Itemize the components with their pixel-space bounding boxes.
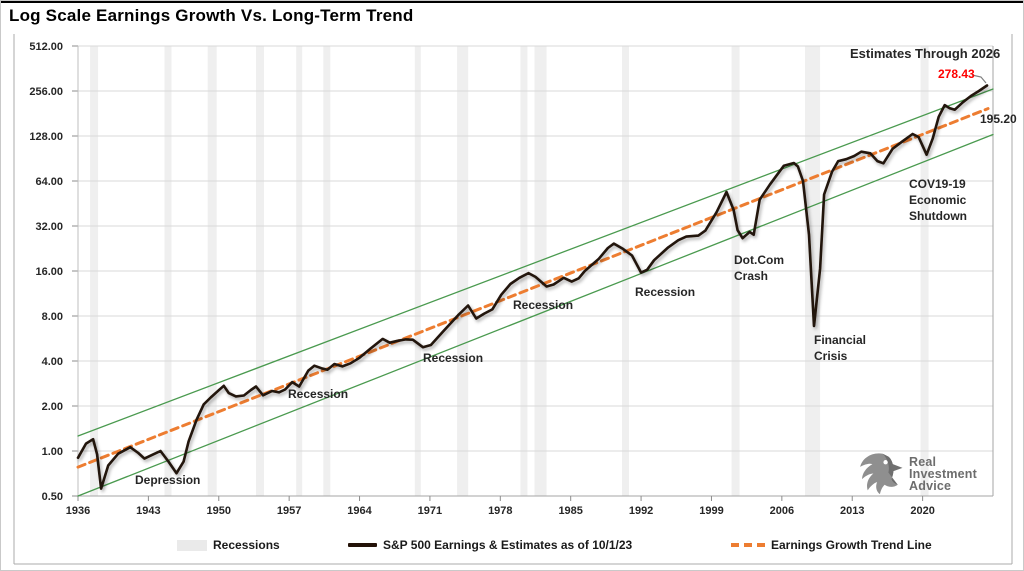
trend-line-swatch	[731, 543, 765, 547]
logo-line-3: Advice	[909, 478, 952, 493]
annotation-covid-shutdown: Economic	[909, 193, 967, 207]
axes-layer: 512.00 256.00 128.00 64.00 32.00 16.00 8.00 4.0…	[13, 34, 1013, 565]
series-trend	[76, 107, 990, 469]
y-axis-label: 4.00	[42, 356, 63, 368]
annotation-end-value-earnings: 278.43	[938, 67, 975, 81]
x-axis-label: 1999	[699, 505, 723, 517]
annotation-depression: Depression	[135, 473, 200, 487]
series-layer	[76, 84, 994, 497]
legend-item-recessions: Recessions	[177, 535, 280, 555]
x-axis-label: 1971	[418, 505, 442, 517]
y-axis-label: 16.00	[35, 266, 63, 278]
y-axis-label: 256.00	[29, 86, 63, 98]
annotation-recession-1979: Recession	[513, 298, 573, 312]
y-axis-label: 0.50	[42, 491, 63, 503]
series-channel	[77, 88, 994, 437]
y-axis-label: 32.00	[35, 221, 63, 233]
eagle-icon	[860, 453, 903, 495]
x-axis-label: 2020	[910, 505, 934, 517]
recession-swatch	[177, 539, 207, 551]
logo-line-2: Investment	[909, 466, 977, 481]
annotation-recession-1991: Recession	[635, 285, 695, 299]
x-axis-label: 1950	[207, 505, 231, 517]
earnings-line-swatch	[348, 543, 377, 547]
annotation-recession-1957: Recession	[288, 387, 348, 401]
legend-label-trend: Earnings Growth Trend Line	[771, 538, 932, 552]
legend-item-trend: Earnings Growth Trend Line	[731, 535, 932, 555]
series-main	[76, 84, 989, 490]
logo-text: Real Investment Advice	[909, 454, 977, 493]
legend-label-recessions: Recessions	[213, 538, 280, 552]
y-axis-label: 512.00	[29, 41, 63, 53]
annotations-layer: Depression Recession Recession Recession Rec…	[135, 46, 1017, 487]
annotation-dotcom-crash: Dot.Com	[734, 253, 784, 267]
chart-legend: Recessions S&P 500 Earnings & Estimates …	[1, 535, 1023, 557]
legend-item-earnings: S&P 500 Earnings & Estimates as of 10/1/…	[348, 535, 632, 555]
logo-line-1: Real	[909, 454, 937, 469]
x-axis-label: 1964	[347, 505, 372, 517]
top-border-rule	[1, 1, 1023, 3]
annotation-end-value-trend: 195.20	[980, 112, 1017, 126]
y-axis-label: 8.00	[42, 311, 63, 323]
x-axis-label: 1985	[558, 505, 582, 517]
y-axis-label: 128.00	[29, 131, 63, 143]
real-investment-advice-logo: Real Investment Advice	[854, 450, 977, 497]
x-axis-label: 1992	[629, 505, 653, 517]
annotation-covid-shutdown: COV19-19	[909, 177, 966, 191]
x-axis-label: 1936	[66, 505, 90, 517]
annotation-covid-shutdown: Shutdown	[909, 209, 967, 223]
annotation-financial-crisis: Financial	[814, 333, 866, 347]
annotation-recession-1970: Recession	[423, 351, 483, 365]
x-axis-label: 1957	[277, 505, 301, 517]
y-axis-label: 2.00	[42, 401, 63, 413]
y-axis-label: 1.00	[42, 446, 63, 458]
x-axis-label: 1943	[136, 505, 160, 517]
annotation-dotcom-crash: Crash	[734, 269, 768, 283]
y-axis-label: 64.00	[35, 176, 63, 188]
estimate-leader-line	[971, 74, 987, 84]
x-axis-label: 2013	[840, 505, 864, 517]
chart-title: Log Scale Earnings Growth Vs. Long-Term …	[9, 6, 414, 25]
x-axis-label: 2006	[770, 505, 794, 517]
legend-label-earnings: S&P 500 Earnings & Estimates as of 10/1/…	[383, 538, 633, 552]
x-axis-label: 1978	[488, 505, 512, 517]
annotation-financial-crisis: Crisis	[814, 349, 848, 363]
series-channel	[77, 133, 994, 497]
annotation-estimates-note: Estimates Through 2026	[850, 46, 1000, 61]
